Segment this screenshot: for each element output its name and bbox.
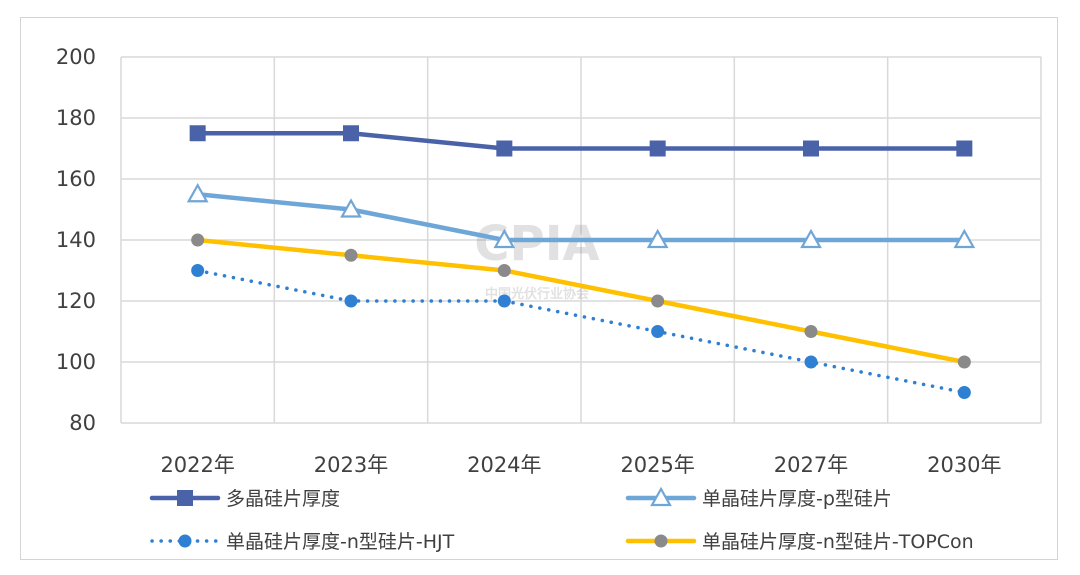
data-point bbox=[800, 228, 822, 249]
legend-item-0: 多晶硅片厚度 bbox=[149, 488, 340, 510]
data-point bbox=[956, 140, 973, 157]
y-tick-label: 200 bbox=[56, 45, 96, 69]
data-point bbox=[497, 294, 511, 308]
data-point bbox=[340, 198, 362, 218]
watermark-logo: CPIA bbox=[474, 216, 599, 272]
x-tick-label: 2023年 bbox=[314, 453, 388, 477]
data-point bbox=[957, 355, 971, 369]
axis-layer: 80 100 120 140 160 180 200 2022年 2023年 2024年 2025年… bbox=[56, 45, 1002, 477]
data-point bbox=[343, 125, 359, 142]
y-tick-label: 100 bbox=[56, 350, 96, 374]
legend-item-1: 单晶硅片厚度-p型硅片 bbox=[625, 486, 892, 510]
x-tick-label: 2025年 bbox=[620, 453, 694, 477]
legend-swatch-marker bbox=[177, 490, 193, 506]
x-tick-label: 2024年 bbox=[467, 453, 541, 477]
legend-swatch-marker bbox=[178, 534, 192, 548]
data-point bbox=[804, 325, 818, 338]
data-point bbox=[189, 125, 206, 142]
x-tick-label: 2027年 bbox=[774, 453, 848, 477]
data-point bbox=[646, 228, 669, 249]
legend-label: 单晶硅片厚度-n型硅片-TOPCon bbox=[702, 531, 974, 553]
legend-label: 单晶硅片厚度-p型硅片 bbox=[702, 488, 892, 510]
series-2 bbox=[191, 264, 971, 399]
x-tick-label: 2022年 bbox=[160, 453, 234, 477]
data-point bbox=[803, 140, 819, 157]
series-layer bbox=[186, 125, 976, 399]
y-tick-label: 160 bbox=[56, 167, 96, 191]
series-3 bbox=[191, 233, 971, 369]
legend-item-3: 单晶硅片厚度-n型硅片-TOPCon bbox=[625, 531, 974, 553]
y-tick-label: 80 bbox=[69, 411, 96, 435]
data-point bbox=[804, 355, 818, 369]
data-point bbox=[493, 228, 516, 249]
series-line bbox=[195, 237, 967, 365]
watermark-text: 中国光伏行业协会 bbox=[485, 286, 590, 302]
data-point bbox=[649, 140, 666, 157]
data-point bbox=[953, 228, 976, 249]
data-point bbox=[651, 294, 665, 308]
series-1 bbox=[186, 183, 976, 249]
y-tick-label: 140 bbox=[56, 228, 96, 252]
chart-frame bbox=[20, 17, 1058, 560]
data-point bbox=[344, 294, 358, 308]
series-line bbox=[195, 192, 967, 243]
x-tick-label: 2030年 bbox=[927, 453, 1001, 477]
y-tick-label: 120 bbox=[56, 289, 96, 313]
data-point bbox=[191, 233, 205, 247]
data-point bbox=[651, 325, 665, 338]
legend-swatch-marker bbox=[650, 486, 672, 507]
data-point bbox=[496, 140, 513, 157]
series-line bbox=[195, 131, 967, 151]
series-0 bbox=[189, 125, 973, 157]
watermark: CPIA 中国光伏行业协会 bbox=[474, 216, 599, 302]
data-point bbox=[191, 264, 205, 277]
legend-item-2: 单晶硅片厚度-n型硅片-HJT bbox=[150, 531, 455, 553]
legend-label: 多晶硅片厚度 bbox=[226, 488, 340, 510]
y-tick-label: 180 bbox=[56, 106, 96, 130]
legend-label: 单晶硅片厚度-n型硅片-HJT bbox=[226, 531, 455, 553]
data-point bbox=[957, 386, 971, 399]
data-point bbox=[344, 248, 358, 262]
data-point bbox=[497, 264, 511, 277]
legend-swatch-marker bbox=[654, 534, 668, 548]
data-point bbox=[186, 183, 209, 203]
